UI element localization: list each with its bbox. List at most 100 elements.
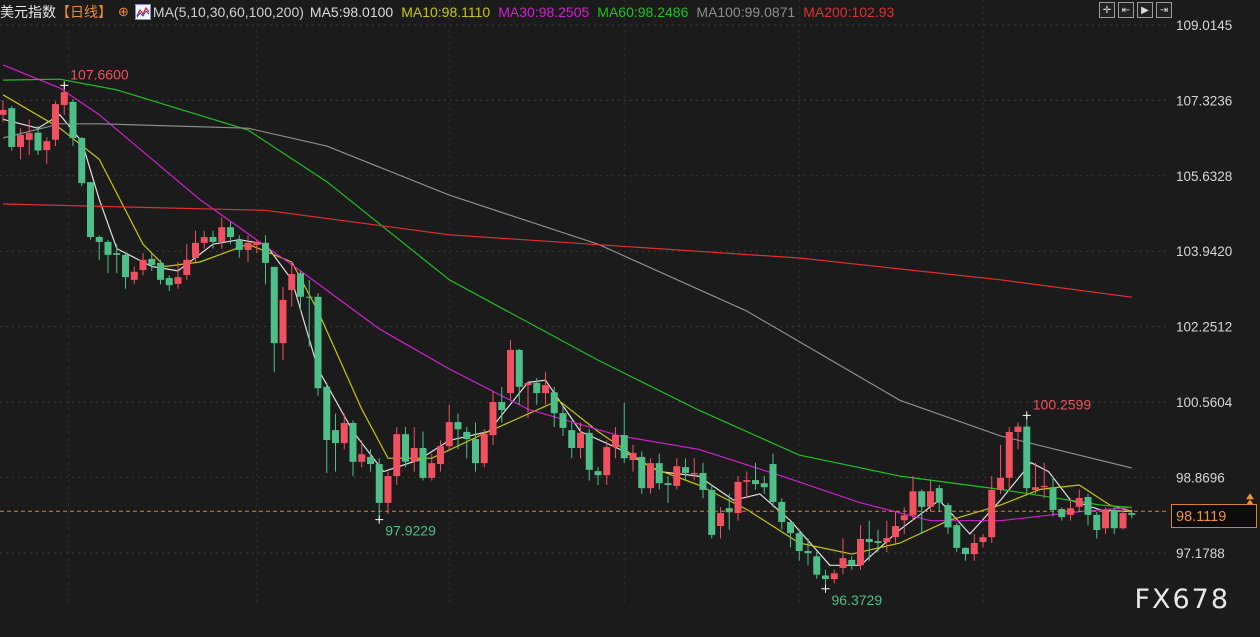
extreme-label: 107.6600 [70, 66, 129, 82]
candle-body [358, 454, 366, 462]
ma-values: MA5:98.0100 MA10:98.1110 MA30:98.2505 MA60:… [310, 4, 902, 20]
candle-body [708, 489, 716, 535]
candle-body [603, 447, 611, 476]
candle [270, 266, 278, 373]
candle [297, 270, 304, 312]
ma-parameters[interactable]: MA(5,10,30,60,100,200) [152, 4, 304, 20]
candle-body [384, 476, 392, 503]
candle-body [25, 133, 33, 140]
annotations: 107.6600 97.9229 96.3729 100.2599 [60, 66, 1092, 608]
candle-body [787, 522, 794, 534]
candle [200, 230, 208, 249]
extreme-marker-icon [1022, 411, 1031, 420]
candle [227, 221, 234, 245]
ma-line-ma5 [2, 114, 1132, 566]
candle-body [900, 515, 908, 521]
candle-body [690, 472, 698, 475]
candle [314, 293, 322, 396]
candle-body [1102, 509, 1109, 529]
ma-line-ma60 [2, 78, 1132, 508]
candle [78, 137, 86, 187]
candle-body [997, 477, 1004, 490]
candle [375, 458, 383, 520]
candle [533, 377, 541, 405]
candle [1128, 509, 1136, 519]
candle [673, 458, 681, 490]
candle-body [402, 434, 409, 462]
candle-body [332, 430, 339, 444]
candle [568, 422, 576, 459]
y-tick-label: 105.6328 [1176, 169, 1232, 184]
candle-body [139, 259, 147, 271]
extreme-label: 96.3729 [832, 592, 883, 608]
crosshair-icon[interactable]: ✛ [1099, 2, 1115, 18]
candle [559, 404, 567, 436]
instrument-title: 美元指数 [0, 4, 56, 20]
candle-body [865, 538, 873, 543]
candle-body [270, 266, 278, 344]
candle-body [305, 296, 313, 298]
candle [498, 386, 506, 423]
candle-body [192, 242, 199, 258]
candle-body [8, 108, 16, 147]
candle-body [620, 435, 628, 459]
candle-body [655, 463, 663, 484]
candle [52, 101, 59, 147]
crosshair-circle-icon[interactable]: ⊕ [118, 4, 129, 19]
candle-body [297, 273, 304, 297]
candle-body [157, 262, 164, 280]
candle [708, 484, 716, 539]
candle-body [113, 253, 121, 255]
candle-body [393, 434, 401, 477]
candle-body [743, 480, 751, 482]
y-tick-label: 103.9420 [1176, 244, 1232, 259]
candle [8, 105, 16, 151]
candle-body [104, 241, 112, 255]
indicator-chart-icon[interactable] [134, 4, 151, 20]
jump-end-icon[interactable]: ⇥ [1156, 2, 1172, 18]
candle [550, 386, 558, 428]
candles [0, 85, 1136, 589]
candle-body [778, 501, 786, 523]
candle [760, 476, 768, 494]
candle [839, 538, 847, 575]
candle-body [1005, 431, 1013, 478]
candle-body [612, 435, 619, 448]
candle [892, 511, 899, 543]
candle [419, 431, 427, 481]
period-selector[interactable]: 【日线】 [56, 4, 112, 20]
candle [472, 422, 479, 472]
candle-body [795, 533, 803, 551]
candle [262, 235, 269, 285]
candle-body [673, 466, 681, 486]
candle-body [200, 237, 208, 243]
candle-body [253, 241, 261, 246]
current-price-label: 98.1119 [1171, 504, 1257, 528]
candle-body [962, 547, 969, 555]
ma-line-ma10 [2, 94, 1132, 555]
candle [734, 476, 742, 521]
zoom-start-icon[interactable]: ⇤ [1118, 2, 1134, 18]
candle [778, 498, 786, 530]
y-tick-label: 109.0145 [1176, 18, 1232, 33]
candle [1014, 422, 1022, 450]
play-icon[interactable]: ▶ [1137, 2, 1153, 18]
extreme-marker-icon [821, 584, 830, 593]
candle [682, 458, 689, 481]
candle [1040, 462, 1048, 499]
candle [489, 391, 497, 445]
candle-body [524, 382, 532, 386]
candle-body [78, 138, 86, 184]
candle-body [419, 447, 427, 478]
price-arrow-icon [1246, 493, 1254, 506]
candle-body [1023, 426, 1031, 489]
candle [113, 244, 121, 274]
candle-body [839, 558, 847, 568]
extreme-label: 100.2599 [1033, 396, 1092, 412]
candle [437, 440, 444, 472]
candle [25, 119, 33, 155]
toolbar: ✛ ⇤ ▶ ⇥ [1099, 2, 1172, 18]
candle [349, 420, 357, 477]
candle-body [717, 513, 724, 527]
